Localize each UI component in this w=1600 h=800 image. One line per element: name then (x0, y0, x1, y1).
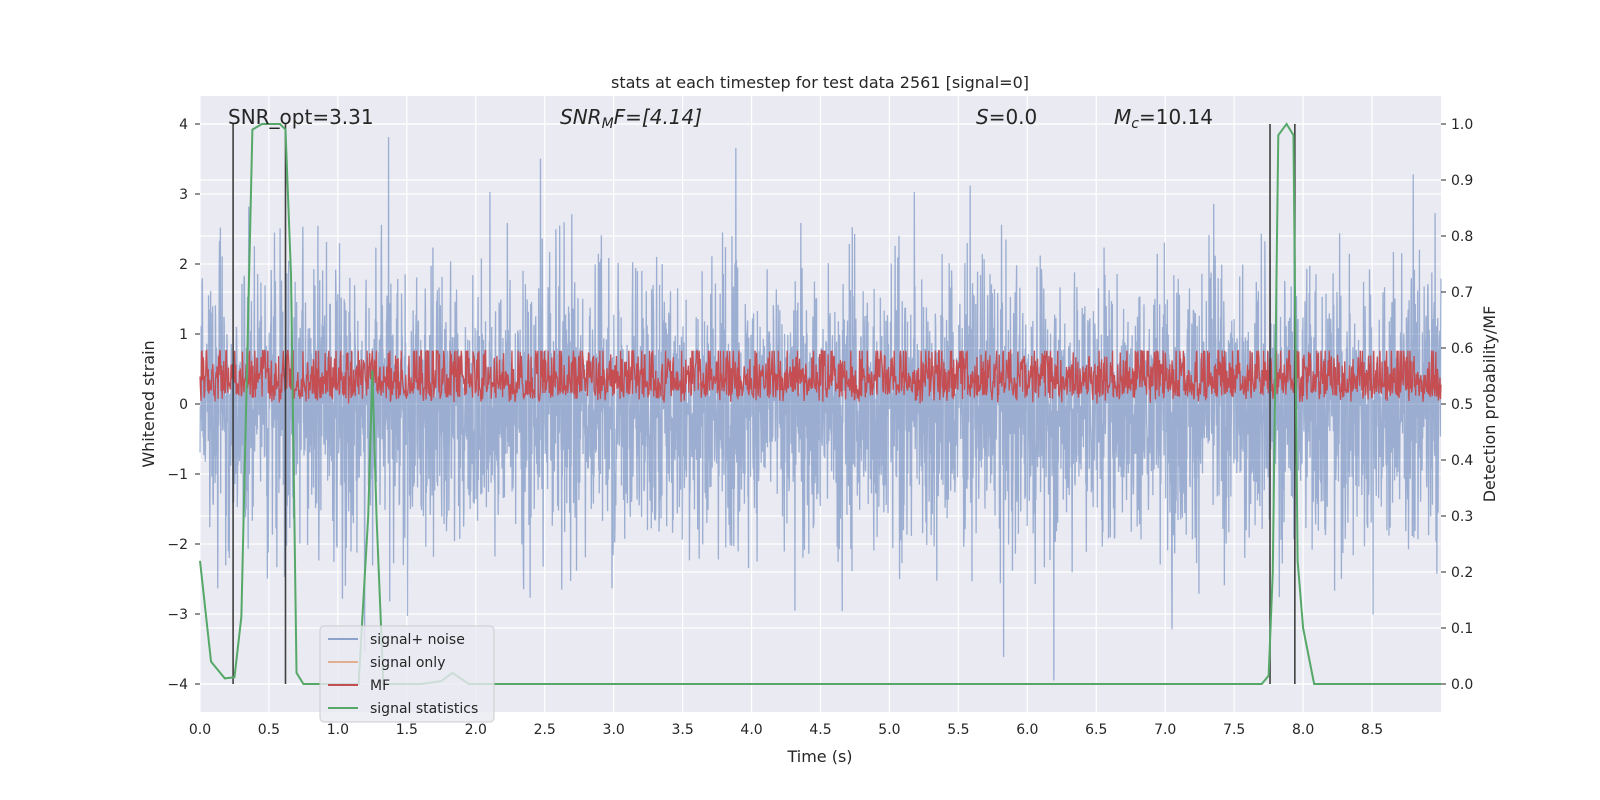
y-left-tick-label: 4 (179, 117, 188, 133)
y-right-tick-label: 0.6 (1451, 341, 1473, 357)
annotation-mc-sub: c (1131, 116, 1139, 132)
x-tick-label: 0.5 (258, 722, 280, 738)
annotation-snr-mf: SNRMF=[4.14] (560, 105, 702, 132)
x-tick-label: 4.5 (809, 722, 831, 738)
x-tick-label: 3.5 (671, 722, 693, 738)
x-tick-label: 2.5 (534, 722, 556, 738)
x-tick-label: 3.0 (603, 722, 625, 738)
x-tick-label: 1.5 (396, 722, 418, 738)
x-tick-label: 4.0 (740, 722, 762, 738)
x-tick-label: 6.0 (1016, 722, 1038, 738)
y-left-tick-label: −1 (167, 467, 188, 483)
y-axis-left-label: Whitened strain (139, 340, 158, 467)
annotation-snr-mf-suffix: F=[4.14] (614, 105, 702, 129)
annotation-mc: Mc=10.14 (1114, 105, 1213, 132)
y-right-tick-label: 0.0 (1451, 677, 1473, 693)
series-signal-noise-line (199, 137, 1442, 681)
y-left-tick-label: 0 (179, 397, 188, 413)
legend-box (319, 625, 495, 723)
y-left-tick-label: 1 (179, 327, 188, 343)
y-left-tick-label: −4 (167, 677, 188, 693)
annotation-s-prefix: S (976, 105, 989, 129)
legend: signal+ noise signal only MF signal stat… (319, 625, 495, 723)
x-tick-label: 5.0 (878, 722, 900, 738)
x-tick-label: 8.5 (1361, 722, 1383, 738)
y-left-tick-label: 3 (179, 187, 188, 203)
chart-title: stats at each timestep for test data 256… (611, 73, 1029, 92)
legend-label-mf: MF (370, 678, 390, 694)
y-right-tick-label: 0.5 (1451, 397, 1473, 413)
annotation-snr-mf-sub: M (602, 116, 614, 132)
y-right-tick-label: 0.7 (1451, 285, 1473, 301)
y-right-tick-label: 0.9 (1451, 173, 1473, 189)
annotation-snr-mf-prefix: SNR (560, 105, 602, 129)
tick-layer: 0.0 0.5 1.0 1.5 2.0 2.5 3.0 3.5 4.0 4.5 5.0 5.5 6.0 6… (167, 117, 1473, 738)
legend-label-signal-noise: signal+ noise (370, 632, 465, 648)
annotation-s: S=0.0 (976, 105, 1037, 129)
legend-label-signal-statistics: signal statistics (370, 701, 478, 717)
y-right-tick-label: 0.3 (1451, 509, 1473, 525)
y-right-tick-label: 0.4 (1451, 453, 1473, 469)
y-left-tick-label: −3 (167, 607, 188, 623)
x-tick-label: 7.0 (1154, 722, 1176, 738)
x-tick-label: 5.5 (947, 722, 969, 738)
x-axis-label: Time (s) (786, 747, 852, 766)
y-right-tick-label: 0.2 (1451, 565, 1473, 581)
annotation-snr-opt: SNR_opt=3.31 (228, 105, 374, 129)
x-tick-label: 7.5 (1223, 722, 1245, 738)
y-left-tick-label: −2 (167, 537, 188, 553)
x-tick-label: 0.0 (189, 722, 211, 738)
y-left-tick-label: 2 (179, 257, 188, 273)
x-tick-label: 8.0 (1292, 722, 1314, 738)
x-tick-label: 6.5 (1085, 722, 1107, 738)
x-tick-label: 1.0 (327, 722, 349, 738)
annotation-mc-value: =10.14 (1139, 105, 1213, 129)
annotation-s-value: =0.0 (989, 105, 1038, 129)
y-axis-right-label: Detection probability/MF (1480, 306, 1499, 503)
y-right-tick-label: 1.0 (1451, 117, 1473, 133)
legend-label-signal-only: signal only (370, 655, 445, 671)
series-mf-line (199, 348, 1442, 404)
y-right-tick-label: 0.8 (1451, 229, 1473, 245)
y-right-tick-label: 0.1 (1451, 621, 1473, 637)
annotation-mc-prefix: M (1114, 105, 1131, 129)
x-tick-label: 2.0 (465, 722, 487, 738)
